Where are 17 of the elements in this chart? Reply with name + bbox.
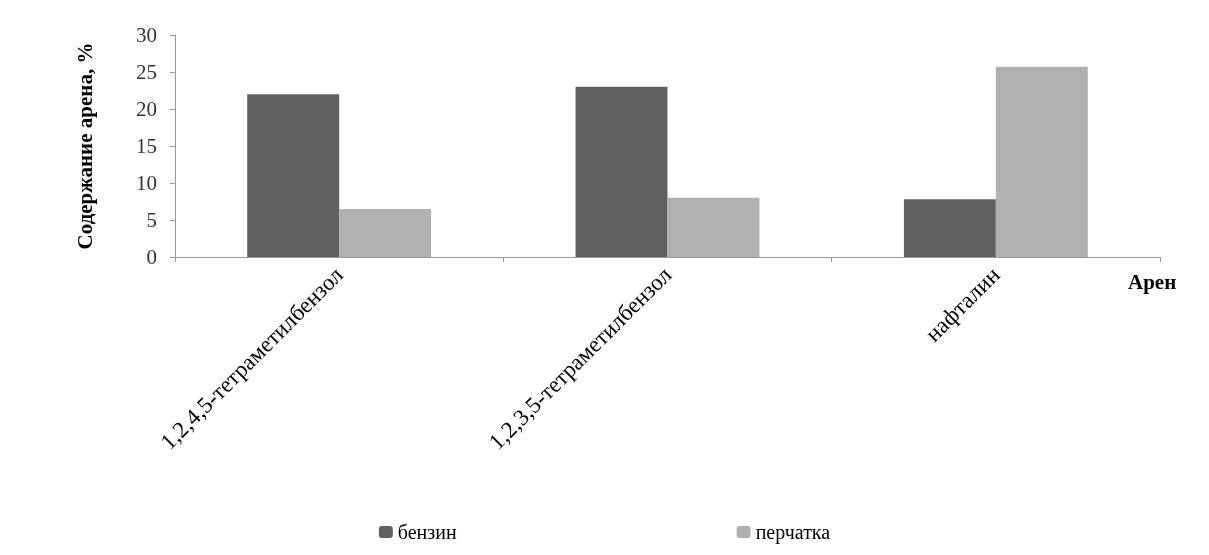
bar — [903, 199, 996, 257]
y-tick-label: 5 — [146, 208, 157, 232]
y-tick-label: 10 — [136, 171, 157, 195]
bar — [667, 197, 760, 257]
y-tick-label: 15 — [136, 134, 157, 158]
x-axis-title: Арен — [1128, 269, 1177, 294]
y-tick-label: 20 — [136, 97, 157, 121]
bar — [247, 94, 340, 257]
y-tick-label: 0 — [146, 245, 157, 269]
y-tick-label: 25 — [136, 60, 157, 84]
bar — [339, 208, 432, 257]
legend-label: перчатка — [755, 521, 831, 544]
bar — [575, 86, 668, 257]
bar — [995, 66, 1088, 257]
y-tick-label: 30 — [136, 23, 157, 47]
y-axis-title: Содержание арена, % — [72, 42, 97, 250]
legend-label: бензин — [397, 521, 457, 543]
